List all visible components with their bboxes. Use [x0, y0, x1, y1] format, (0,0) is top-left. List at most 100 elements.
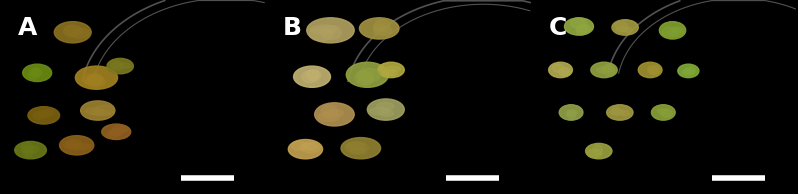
Ellipse shape — [346, 62, 389, 87]
Ellipse shape — [341, 138, 381, 159]
Ellipse shape — [23, 148, 34, 157]
Ellipse shape — [303, 143, 318, 150]
Ellipse shape — [650, 67, 659, 74]
Ellipse shape — [358, 68, 381, 82]
Text: A: A — [18, 16, 37, 40]
Ellipse shape — [22, 143, 33, 152]
Ellipse shape — [566, 110, 576, 116]
Ellipse shape — [681, 69, 694, 75]
Ellipse shape — [94, 105, 114, 115]
Ellipse shape — [81, 101, 115, 120]
Ellipse shape — [60, 136, 94, 155]
Ellipse shape — [359, 18, 399, 39]
Ellipse shape — [622, 27, 632, 32]
Ellipse shape — [587, 149, 602, 156]
Ellipse shape — [302, 71, 318, 83]
Ellipse shape — [606, 105, 633, 120]
Ellipse shape — [294, 66, 330, 87]
Ellipse shape — [110, 128, 123, 135]
Ellipse shape — [611, 106, 620, 115]
Ellipse shape — [306, 70, 321, 81]
Ellipse shape — [65, 26, 82, 35]
Ellipse shape — [345, 142, 369, 153]
Ellipse shape — [610, 109, 624, 115]
Ellipse shape — [564, 18, 594, 35]
Ellipse shape — [28, 107, 60, 124]
Ellipse shape — [688, 67, 695, 74]
Ellipse shape — [110, 60, 121, 68]
Ellipse shape — [660, 110, 673, 117]
Ellipse shape — [306, 70, 320, 78]
Ellipse shape — [119, 63, 131, 68]
Ellipse shape — [602, 66, 615, 75]
Ellipse shape — [591, 62, 617, 78]
Ellipse shape — [54, 22, 91, 43]
Ellipse shape — [73, 144, 92, 150]
Ellipse shape — [374, 20, 390, 32]
Ellipse shape — [367, 99, 405, 120]
Ellipse shape — [571, 18, 587, 28]
Ellipse shape — [651, 105, 675, 120]
Ellipse shape — [34, 112, 43, 120]
Ellipse shape — [576, 25, 588, 35]
Ellipse shape — [559, 67, 571, 76]
Ellipse shape — [378, 62, 405, 78]
Ellipse shape — [620, 111, 630, 116]
Ellipse shape — [559, 68, 569, 76]
Ellipse shape — [387, 69, 397, 76]
Ellipse shape — [373, 24, 385, 32]
Ellipse shape — [318, 112, 340, 121]
Ellipse shape — [83, 74, 104, 85]
Ellipse shape — [647, 65, 662, 74]
Ellipse shape — [32, 68, 41, 75]
Ellipse shape — [671, 27, 684, 33]
Ellipse shape — [90, 110, 111, 116]
Ellipse shape — [638, 62, 662, 78]
Ellipse shape — [346, 142, 365, 150]
Ellipse shape — [85, 77, 105, 87]
Ellipse shape — [107, 58, 133, 74]
Ellipse shape — [38, 110, 50, 118]
Ellipse shape — [658, 109, 666, 114]
Ellipse shape — [15, 141, 46, 159]
Ellipse shape — [612, 20, 638, 35]
Ellipse shape — [373, 27, 392, 35]
Ellipse shape — [300, 142, 321, 153]
Ellipse shape — [549, 62, 572, 78]
Ellipse shape — [567, 111, 575, 120]
Ellipse shape — [113, 125, 128, 133]
Ellipse shape — [75, 66, 117, 89]
Ellipse shape — [552, 64, 564, 72]
Ellipse shape — [678, 64, 699, 78]
Text: C: C — [549, 16, 567, 40]
Ellipse shape — [662, 109, 672, 118]
Ellipse shape — [668, 28, 684, 36]
Text: B: B — [283, 16, 302, 40]
Ellipse shape — [314, 103, 354, 126]
Ellipse shape — [593, 145, 602, 154]
Ellipse shape — [85, 107, 104, 114]
Ellipse shape — [325, 109, 344, 117]
Ellipse shape — [69, 28, 89, 38]
Ellipse shape — [101, 124, 131, 139]
Ellipse shape — [306, 18, 354, 43]
Ellipse shape — [587, 149, 602, 158]
Ellipse shape — [107, 132, 120, 138]
Ellipse shape — [22, 64, 52, 81]
Ellipse shape — [321, 26, 342, 40]
Ellipse shape — [64, 25, 80, 37]
Ellipse shape — [559, 105, 583, 120]
Ellipse shape — [30, 68, 42, 77]
Ellipse shape — [369, 107, 390, 114]
Ellipse shape — [382, 70, 394, 75]
Ellipse shape — [22, 145, 39, 153]
Ellipse shape — [567, 110, 577, 115]
Ellipse shape — [88, 74, 103, 85]
Ellipse shape — [662, 27, 678, 37]
Ellipse shape — [28, 72, 38, 79]
Ellipse shape — [359, 71, 373, 85]
Ellipse shape — [659, 22, 685, 39]
Ellipse shape — [586, 143, 612, 159]
Ellipse shape — [355, 70, 373, 85]
Ellipse shape — [43, 109, 54, 116]
